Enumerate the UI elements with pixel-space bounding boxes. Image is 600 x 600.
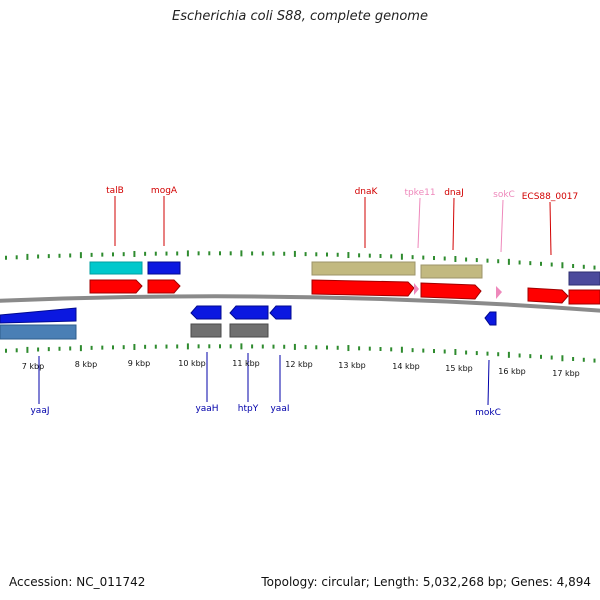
yaaJ-label[interactable]: yaaJ	[30, 406, 49, 416]
yaaJ-gene-bar[interactable]	[0, 324, 77, 340]
genome-title: Escherichia coli S88, complete genome	[172, 9, 428, 24]
scale-label-15kbp: 15 kbp	[445, 364, 473, 373]
ECS88_0017-gene-bar[interactable]	[568, 271, 600, 286]
mokC-label[interactable]: mokC	[475, 408, 501, 418]
yaaH-label[interactable]: yaaH	[195, 404, 218, 414]
scale-label-10kbp: 10 kbp	[178, 359, 206, 368]
topology-text: Topology: circular; Length: 5,032,268 bp…	[261, 575, 591, 589]
scale-label-8kbp: 8 kbp	[75, 360, 97, 369]
scale-label-14kbp: 14 kbp	[392, 362, 420, 371]
mogA-cds-arrow[interactable]	[147, 279, 181, 294]
feature-layer	[0, 261, 600, 340]
mokC-cds-arrow[interactable]	[484, 311, 497, 326]
talB-label[interactable]: talB	[106, 186, 124, 196]
sokC-marker[interactable]	[496, 286, 502, 299]
ECS88_0017-label-line	[549, 201, 552, 256]
talB-gene-bar[interactable]	[89, 261, 143, 275]
scale-label-11kbp: 11 kbp	[232, 359, 260, 368]
talB-cds-arrow[interactable]	[89, 279, 143, 294]
htpY-label[interactable]: htpY	[238, 404, 259, 414]
htpY-cds-arrow[interactable]	[229, 305, 269, 320]
scale-label-13kbp: 13 kbp	[338, 361, 366, 370]
inner-tick-marks	[5, 343, 596, 363]
yaaH-gene-bar[interactable]	[190, 323, 222, 338]
mogA-gene-bar[interactable]	[147, 261, 181, 275]
ECS88_0017-cds-continuation[interactable]	[568, 289, 600, 305]
htpY-gene-bar[interactable]	[229, 323, 269, 338]
sokC-label[interactable]: sokC	[493, 190, 515, 200]
dnaK-label[interactable]: dnaK	[355, 187, 379, 197]
dnaJ-label[interactable]: dnaJ	[444, 188, 464, 198]
scale-label-16kbp: 16 kbp	[498, 367, 526, 376]
mogA-label[interactable]: mogA	[151, 186, 178, 196]
dnaK-gene-bar[interactable]	[311, 261, 416, 276]
ECS88_0017-cds-arrow[interactable]	[527, 287, 569, 304]
scale-label-7kbp: 7 kbp	[22, 362, 44, 371]
dnaJ-label-line	[452, 197, 455, 251]
yaaH-cds-arrow[interactable]	[190, 305, 222, 320]
sokC-label-line	[500, 199, 504, 253]
scale-label-12kbp: 12 kbp	[285, 360, 313, 369]
mokC-label-line	[487, 359, 490, 406]
tpke11-trna-marker[interactable]	[414, 283, 419, 295]
genome-backbone	[0, 294, 600, 313]
tpke11-label-line	[417, 197, 421, 249]
scale-labels: 7 kbp 8 kbp 9 kbp 10 kbp 11 kbp 12 kbp 1…	[22, 359, 580, 378]
dnaK-cds-arrow[interactable]	[311, 279, 415, 297]
feature-labels: talB mogA dnaK tpke11 dnaJ sokC ECS88_00…	[30, 186, 578, 418]
ECS88_0017-label[interactable]: ECS88_0017	[522, 192, 579, 202]
outer-tick-marks	[5, 250, 596, 270]
dnaJ-gene-bar[interactable]	[420, 264, 483, 279]
accession-text: Accession: NC_011742	[9, 575, 146, 589]
yaaI-cds-arrow[interactable]	[269, 305, 292, 320]
tpke11-label[interactable]: tpke11	[404, 188, 435, 198]
scale-label-17kbp: 17 kbp	[552, 369, 580, 378]
yaaI-label[interactable]: yaaI	[270, 404, 289, 414]
dnaJ-cds-arrow[interactable]	[420, 282, 482, 300]
scale-label-9kbp: 9 kbp	[128, 359, 150, 368]
yaaJ-cds-arrow[interactable]	[0, 307, 77, 324]
